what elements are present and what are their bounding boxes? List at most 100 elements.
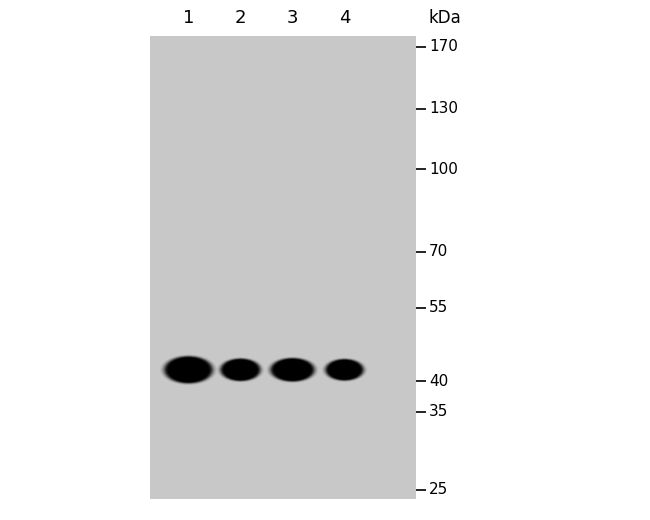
Ellipse shape	[328, 360, 361, 379]
Ellipse shape	[227, 361, 254, 379]
Ellipse shape	[172, 359, 205, 380]
Text: 3: 3	[287, 9, 298, 27]
Ellipse shape	[172, 359, 205, 380]
Ellipse shape	[325, 359, 364, 381]
Ellipse shape	[278, 361, 307, 379]
Ellipse shape	[170, 359, 207, 381]
Ellipse shape	[270, 358, 315, 382]
Ellipse shape	[274, 359, 311, 380]
Ellipse shape	[269, 358, 316, 382]
Ellipse shape	[222, 359, 259, 380]
Ellipse shape	[219, 358, 262, 382]
Ellipse shape	[275, 360, 310, 380]
Ellipse shape	[278, 361, 307, 379]
Ellipse shape	[329, 360, 360, 379]
Ellipse shape	[272, 359, 313, 381]
Ellipse shape	[166, 357, 211, 382]
Ellipse shape	[329, 360, 360, 379]
Ellipse shape	[331, 361, 358, 379]
Ellipse shape	[272, 359, 313, 381]
Ellipse shape	[271, 358, 314, 381]
Ellipse shape	[169, 358, 208, 382]
Ellipse shape	[270, 358, 315, 382]
Ellipse shape	[177, 364, 200, 376]
Ellipse shape	[224, 360, 257, 380]
Ellipse shape	[277, 360, 308, 379]
Ellipse shape	[164, 356, 213, 383]
Ellipse shape	[282, 365, 303, 375]
Ellipse shape	[276, 360, 309, 380]
Ellipse shape	[331, 361, 358, 378]
Ellipse shape	[278, 361, 307, 379]
Ellipse shape	[227, 361, 254, 379]
Ellipse shape	[221, 359, 260, 381]
Ellipse shape	[276, 360, 309, 379]
Ellipse shape	[276, 360, 309, 380]
Text: 170: 170	[429, 40, 458, 54]
Ellipse shape	[170, 359, 207, 381]
Ellipse shape	[335, 365, 354, 374]
Ellipse shape	[224, 360, 257, 380]
Bar	[150, 36, 416, 499]
Text: 25: 25	[429, 482, 448, 497]
Ellipse shape	[222, 359, 259, 380]
Ellipse shape	[330, 361, 359, 379]
Ellipse shape	[225, 360, 256, 379]
Ellipse shape	[224, 360, 257, 380]
Ellipse shape	[327, 360, 362, 380]
Ellipse shape	[223, 360, 258, 380]
Ellipse shape	[276, 360, 309, 379]
Text: 2: 2	[235, 9, 246, 27]
Ellipse shape	[272, 359, 313, 381]
Ellipse shape	[328, 360, 361, 380]
Ellipse shape	[231, 365, 250, 375]
Ellipse shape	[165, 357, 212, 383]
Ellipse shape	[331, 361, 358, 378]
Ellipse shape	[165, 357, 212, 383]
Ellipse shape	[172, 360, 205, 380]
Ellipse shape	[326, 359, 363, 380]
Text: 40: 40	[429, 373, 448, 388]
Ellipse shape	[326, 359, 363, 380]
Ellipse shape	[172, 359, 205, 380]
Ellipse shape	[330, 361, 359, 379]
Ellipse shape	[327, 360, 362, 380]
Ellipse shape	[274, 359, 311, 380]
Ellipse shape	[330, 361, 359, 379]
Ellipse shape	[271, 358, 314, 381]
Ellipse shape	[220, 359, 261, 381]
Ellipse shape	[326, 359, 363, 381]
Ellipse shape	[332, 362, 358, 378]
Ellipse shape	[332, 361, 358, 378]
Ellipse shape	[270, 358, 315, 382]
Ellipse shape	[220, 358, 261, 381]
Text: 35: 35	[429, 405, 448, 420]
Ellipse shape	[221, 359, 260, 381]
Ellipse shape	[273, 359, 312, 381]
Ellipse shape	[275, 360, 310, 380]
Ellipse shape	[222, 359, 259, 381]
Ellipse shape	[328, 360, 361, 380]
Ellipse shape	[324, 359, 365, 381]
Ellipse shape	[274, 360, 311, 380]
Ellipse shape	[326, 359, 363, 380]
Ellipse shape	[171, 359, 206, 381]
Ellipse shape	[223, 360, 258, 380]
Ellipse shape	[166, 357, 211, 383]
Ellipse shape	[324, 359, 365, 381]
Ellipse shape	[226, 361, 255, 379]
Ellipse shape	[224, 360, 257, 380]
Ellipse shape	[163, 356, 214, 384]
Ellipse shape	[166, 357, 211, 383]
Ellipse shape	[220, 358, 261, 381]
Ellipse shape	[277, 361, 308, 379]
Ellipse shape	[168, 358, 209, 382]
Ellipse shape	[226, 361, 255, 379]
Text: 130: 130	[429, 101, 458, 116]
Ellipse shape	[274, 359, 311, 380]
Ellipse shape	[270, 358, 315, 382]
Ellipse shape	[220, 358, 261, 381]
Ellipse shape	[169, 358, 208, 381]
Ellipse shape	[170, 358, 207, 381]
Ellipse shape	[325, 359, 364, 381]
